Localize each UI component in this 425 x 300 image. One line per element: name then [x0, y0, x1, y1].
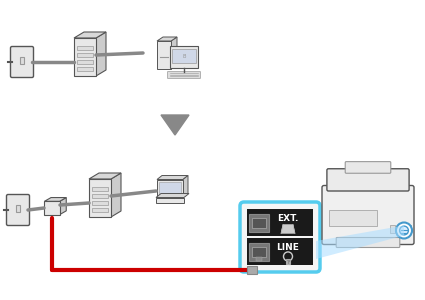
Bar [74, 38, 96, 76]
Polygon shape [157, 176, 188, 179]
Bar [92, 187, 108, 191]
Polygon shape [44, 197, 66, 201]
FancyBboxPatch shape [167, 71, 201, 79]
Bar [170, 46, 198, 68]
Bar [156, 197, 184, 202]
Bar [398, 224, 403, 232]
Bar [44, 201, 60, 215]
FancyBboxPatch shape [6, 194, 29, 226]
Polygon shape [281, 224, 295, 233]
Bar [256, 256, 262, 260]
Bar [249, 242, 269, 260]
Bar [77, 60, 93, 64]
Circle shape [400, 226, 408, 235]
Bar [92, 201, 108, 205]
Bar [406, 224, 411, 232]
Bar [286, 260, 290, 264]
Bar [77, 53, 93, 57]
Text: LINE: LINE [277, 243, 300, 252]
FancyBboxPatch shape [327, 169, 409, 191]
Bar [247, 238, 313, 265]
Circle shape [396, 223, 412, 238]
Bar [92, 194, 108, 198]
Polygon shape [161, 115, 189, 135]
Bar [92, 208, 108, 212]
Polygon shape [96, 32, 106, 76]
FancyBboxPatch shape [322, 185, 414, 244]
Text: B: B [182, 53, 186, 58]
Bar [252, 218, 266, 227]
Polygon shape [111, 173, 121, 217]
FancyBboxPatch shape [11, 46, 34, 77]
Polygon shape [157, 37, 177, 41]
Bar [89, 179, 111, 217]
Bar [247, 266, 257, 274]
Polygon shape [89, 173, 121, 179]
Polygon shape [316, 226, 404, 259]
Bar [247, 209, 313, 236]
Bar [159, 182, 181, 196]
Bar [77, 67, 93, 71]
Polygon shape [171, 37, 177, 69]
Bar [77, 46, 93, 50]
Polygon shape [183, 176, 188, 197]
Text: EXT.: EXT. [277, 214, 299, 223]
Polygon shape [156, 194, 189, 197]
FancyBboxPatch shape [345, 162, 391, 173]
Polygon shape [74, 32, 106, 38]
Bar [172, 49, 196, 63]
Bar [249, 214, 269, 232]
Bar [157, 179, 183, 197]
FancyBboxPatch shape [240, 202, 320, 272]
Bar [20, 56, 24, 64]
Bar [16, 205, 20, 212]
Polygon shape [60, 197, 66, 215]
Bar [252, 247, 266, 256]
Bar [157, 41, 171, 69]
Bar [329, 210, 377, 226]
FancyBboxPatch shape [336, 238, 400, 248]
Bar [390, 224, 395, 232]
